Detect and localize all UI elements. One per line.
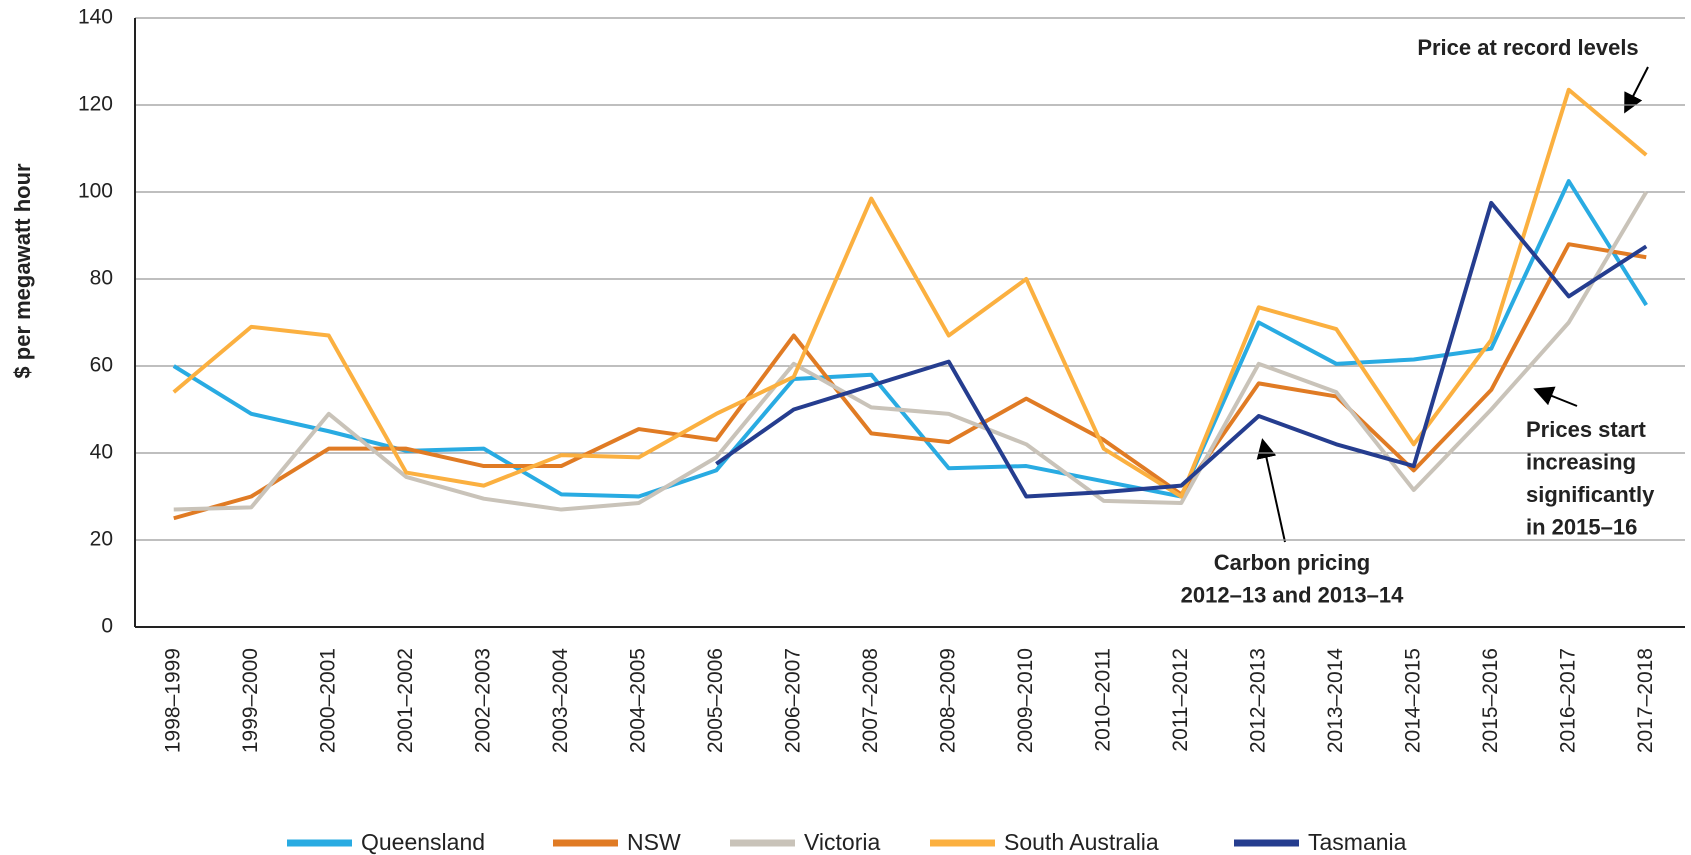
arrow xyxy=(1256,438,1286,543)
x-tick-label: 1998–1999 xyxy=(161,648,184,753)
x-tick-label: 1999–2000 xyxy=(239,648,262,753)
legend-label: Victoria xyxy=(804,829,880,855)
y-tick-label: 120 xyxy=(78,93,113,116)
annotation: significantly xyxy=(1526,482,1655,507)
arrow xyxy=(1624,66,1649,114)
y-tick-label: 0 xyxy=(101,615,113,638)
annotation: 2012–13 and 2013–14 xyxy=(1181,582,1404,607)
x-tick-label: 2002–2003 xyxy=(471,648,494,753)
annotation: Carbon pricing xyxy=(1214,550,1370,575)
y-tick-label: 80 xyxy=(90,267,113,290)
x-tick-label: 2001–2002 xyxy=(394,648,417,753)
x-tick-label: 2003–2004 xyxy=(549,648,572,753)
y-tick-label: 140 xyxy=(78,6,113,29)
x-tick-label: 2005–2006 xyxy=(704,648,727,753)
y-tick-label: 60 xyxy=(90,354,113,377)
x-tick-label: 2015–2016 xyxy=(1479,648,1502,753)
series-line xyxy=(715,200,1648,499)
y-tick-label: 100 xyxy=(78,180,113,203)
arrow xyxy=(1533,386,1578,407)
x-tick-label: 2008–2009 xyxy=(936,648,959,753)
x-tick-label: 2011–2012 xyxy=(1169,648,1192,752)
x-tick-label: 2010–2011 xyxy=(1091,648,1114,752)
y-tick-label: 20 xyxy=(90,528,113,551)
x-tick-label: 2012–2013 xyxy=(1246,648,1269,753)
x-tick-label: 2000–2001 xyxy=(316,648,339,753)
series-line xyxy=(173,190,1648,512)
x-tick-label: 2013–2014 xyxy=(1324,648,1347,753)
annotation: Price at record levels xyxy=(1417,35,1638,60)
annotation: increasing xyxy=(1526,449,1636,474)
legend-label: Queensland xyxy=(361,829,485,855)
x-tick-label: 2009–2010 xyxy=(1014,648,1037,753)
annotation: in 2015–16 xyxy=(1526,514,1637,539)
x-tick-label: 2016–2017 xyxy=(1556,648,1579,753)
x-tick-label: 2006–2007 xyxy=(781,648,804,753)
y-axis-label: $ per megawatt hour xyxy=(10,163,35,379)
x-tick-label: 2017–2018 xyxy=(1634,648,1657,753)
legend-label: NSW xyxy=(627,829,681,855)
series-line xyxy=(172,87,1648,499)
y-tick-label: 40 xyxy=(90,441,113,464)
x-tick-label: 2007–2008 xyxy=(859,648,882,753)
annotation: Prices start xyxy=(1526,417,1647,442)
legend-label: Tasmania xyxy=(1308,829,1407,855)
x-tick-label: 2014–2015 xyxy=(1401,648,1424,753)
x-tick-label: 2004–2005 xyxy=(626,648,649,753)
legend-label: South Australia xyxy=(1004,829,1159,855)
series-line xyxy=(173,242,1647,521)
